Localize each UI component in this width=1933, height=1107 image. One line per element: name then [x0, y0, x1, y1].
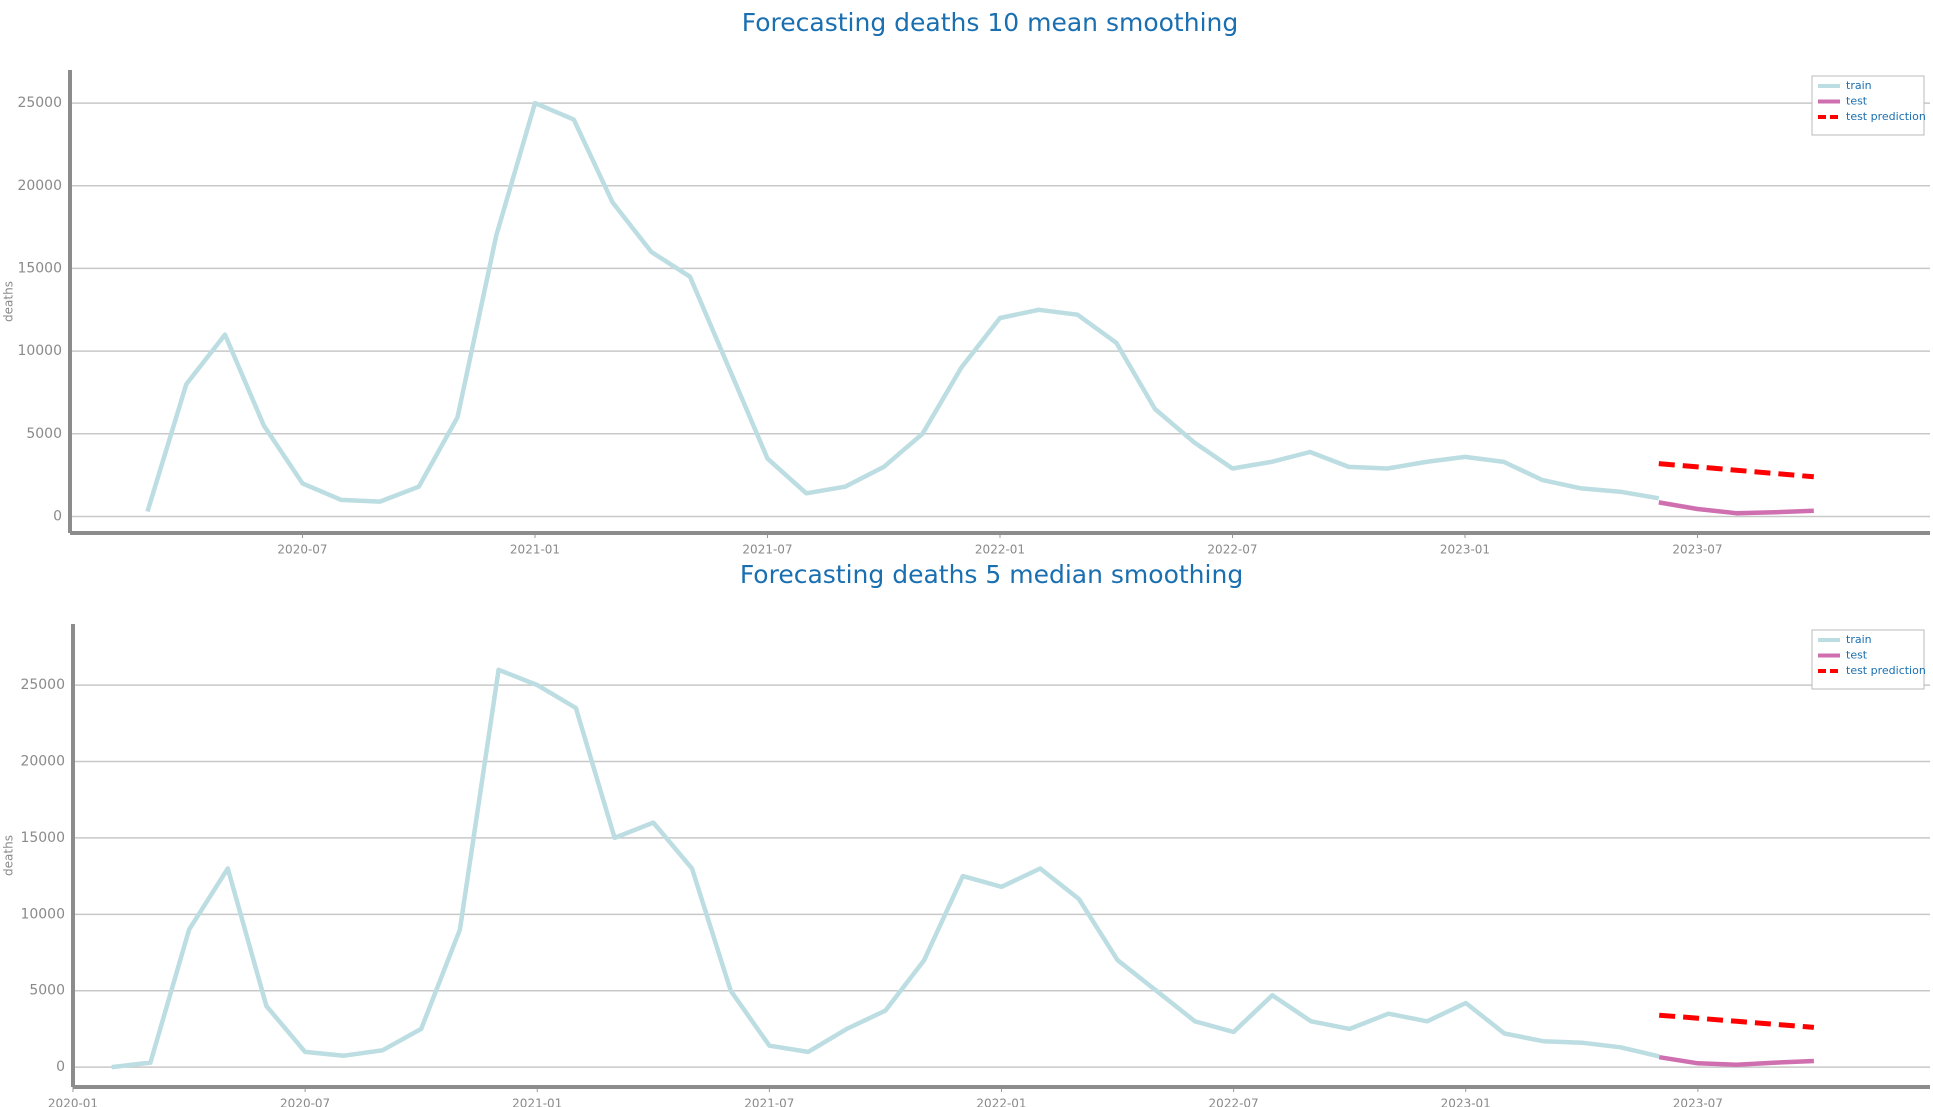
series-line	[1659, 1012, 1815, 1030]
y-tick-label: 25000	[20, 677, 65, 693]
legend-label: train	[1846, 79, 1872, 92]
chart: Forecasting deaths 5 median smoothing dea…	[2, 560, 1930, 1107]
x-tick-label: 2022-01	[975, 543, 1025, 557]
y-tick-label: 0	[53, 508, 62, 524]
series-line	[1658, 500, 1814, 516]
x-tick-label: 2021-01	[510, 543, 560, 557]
legend-label: test	[1846, 649, 1868, 662]
y-axis-label: deaths	[2, 281, 16, 322]
x-tick-label: 2022-07	[1209, 1097, 1259, 1107]
legend-label: test prediction	[1846, 110, 1926, 123]
y-tick-label: 20000	[17, 178, 62, 194]
series-line	[145, 100, 1660, 513]
x-tick-label: 2021-07	[742, 543, 792, 557]
y-tick-label: 15000	[17, 260, 62, 276]
y-tick-label: 5000	[26, 426, 62, 442]
x-tick-label: 2021-07	[744, 1097, 794, 1107]
legend-label: test	[1846, 95, 1868, 108]
y-tick-label: 10000	[17, 343, 62, 359]
x-tick-label: 2023-07	[1672, 543, 1722, 557]
y-tick-label: 25000	[17, 95, 62, 111]
y-tick-label: 5000	[29, 983, 65, 999]
x-tick-label: 2020-01	[48, 1097, 98, 1107]
x-tick-label: 2023-01	[1440, 543, 1490, 557]
y-tick-label: 10000	[20, 906, 65, 922]
chart-title: Forecasting deaths 5 median smoothing	[740, 560, 1243, 589]
series-line	[1658, 1054, 1814, 1068]
x-tick-label: 2022-07	[1207, 543, 1257, 557]
x-tick-label: 2022-01	[976, 1097, 1026, 1107]
y-tick-label: 20000	[20, 754, 65, 770]
chart-title: Forecasting deaths 10 mean smoothing	[742, 8, 1238, 37]
y-tick-label: 0	[56, 1059, 65, 1075]
series-line	[1658, 461, 1815, 480]
x-tick-label: 2023-07	[1673, 1097, 1723, 1107]
y-axis-label: deaths	[2, 835, 16, 876]
chart: Forecasting deaths 10 mean smoothing deat…	[2, 8, 1930, 557]
legend-label: test prediction	[1846, 664, 1926, 677]
x-tick-label: 2023-01	[1441, 1097, 1491, 1107]
x-tick-label: 2020-07	[277, 543, 327, 557]
y-tick-label: 15000	[20, 830, 65, 846]
legend-label: train	[1846, 633, 1872, 646]
x-tick-label: 2021-01	[512, 1097, 562, 1107]
x-tick-label: 2020-07	[280, 1097, 330, 1107]
series-line	[111, 667, 1660, 1070]
